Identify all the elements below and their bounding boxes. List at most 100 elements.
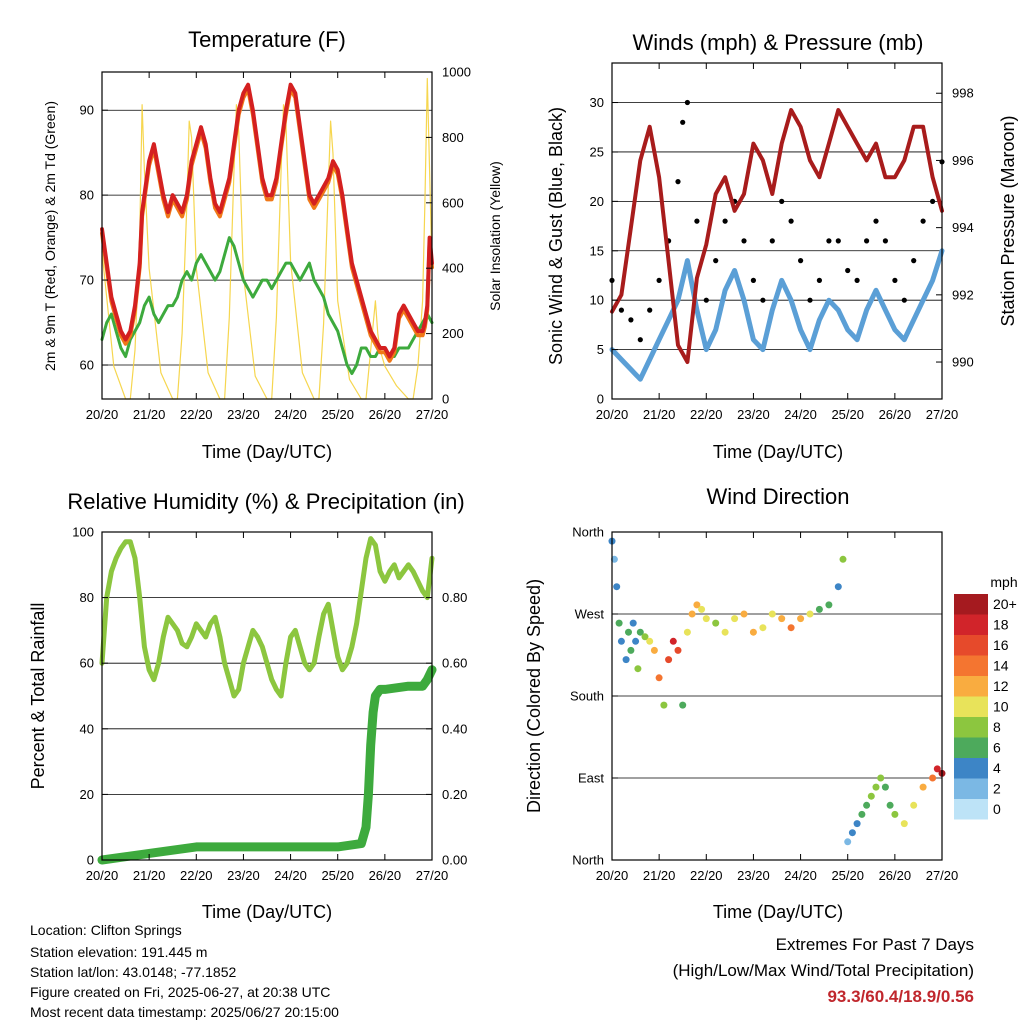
footer-location: Location: Clifton Springs	[30, 922, 182, 938]
temperature-x-tick-label: 23/20	[227, 407, 260, 422]
direction-point	[929, 774, 937, 782]
winds-y-tick-label: 25	[590, 144, 604, 159]
direction-point	[787, 624, 795, 632]
wind-direction-x-tick-label: 25/20	[831, 868, 864, 883]
extremes-block: Extremes For Past 7 Days (High/Low/Max W…	[673, 932, 974, 1010]
gust-point	[864, 238, 870, 244]
temperature-x-tick-label: 27/20	[416, 407, 449, 422]
humidity-y-tick-label: 100	[72, 525, 94, 540]
direction-point	[872, 783, 880, 791]
direction-point	[844, 838, 852, 846]
direction-point	[632, 637, 640, 645]
temperature-y-tick-label: 60	[80, 358, 94, 373]
direction-point	[900, 820, 908, 828]
gust-point	[835, 238, 841, 244]
wind-direction-x-tick-label: 22/20	[690, 868, 723, 883]
winds-grid	[612, 102, 942, 350]
direction-point	[848, 829, 856, 837]
gust-point	[882, 238, 889, 244]
direction-point	[731, 615, 739, 623]
direction-point	[660, 701, 668, 709]
humidity-series	[97, 536, 437, 865]
winds-y-tick-label: 20	[590, 194, 604, 209]
winds-panel: Winds (mph) & Pressure (mb) 0 5 10 15 20 25 30…	[546, 30, 1018, 462]
temperature-y-tick-label: 90	[80, 103, 94, 118]
direction-point	[834, 583, 842, 591]
temperature-y2-tick-label: 1000	[442, 65, 471, 80]
direction-point	[933, 765, 941, 773]
direction-point	[768, 610, 776, 618]
gust-point	[779, 198, 785, 204]
winds-x-tick-label: 22/20	[690, 407, 723, 422]
gust-point	[618, 307, 625, 313]
extremes-title: Extremes For Past 7 Days	[775, 935, 974, 954]
direction-point	[674, 646, 682, 654]
humidity-x-tick-label: 21/20	[133, 868, 166, 883]
direction-point	[634, 665, 642, 673]
direction-point	[646, 637, 654, 645]
direction-point	[610, 555, 618, 563]
direction-point	[919, 783, 927, 791]
winds-x-tick-label: 24/20	[784, 407, 817, 422]
gust-point	[892, 277, 898, 283]
temperature-x-tick-label: 26/20	[369, 407, 402, 422]
winds-y-ticks: 0 5 10 15 20 25 30	[590, 95, 618, 407]
direction-point	[665, 656, 673, 664]
temperature-x-tick-label: 25/20	[321, 407, 354, 422]
relative-humidity-line	[99, 536, 435, 699]
direction-point	[759, 624, 767, 632]
direction-point	[625, 628, 632, 636]
colorbar-swatch	[954, 614, 988, 635]
colorbar-swatch	[954, 696, 988, 717]
colorbar-swatch	[954, 758, 988, 779]
colorbar-swatch	[954, 655, 988, 676]
humidity-y2-ticks: 0.00 0.20 0.40 0.60 0.80	[426, 590, 467, 868]
gust-point	[816, 277, 823, 283]
humidity-x-ticks: 20/20 21/20 22/20 23/20 24/20 25/20 26/20 27/20	[86, 532, 448, 883]
gust-point	[675, 179, 681, 185]
colorbar-swatch	[954, 676, 988, 697]
winds-y-tick-label: 0	[597, 392, 604, 407]
winds-y-tick-label: 15	[590, 243, 604, 258]
total-rainfall-line	[97, 665, 437, 865]
direction-point	[881, 783, 889, 791]
temperature-x-tick-label: 24/20	[274, 407, 307, 422]
wind-direction-x-ticks: 20/20 21/20 22/20 23/20 24/20 25/20 26/20 27/20	[596, 532, 958, 883]
colorbar-label: 8	[993, 719, 1001, 735]
colorbar-label: 6	[993, 740, 1001, 756]
winds-ylabel: Sonic Wind & Gust (Blue, Black)	[546, 107, 566, 365]
colorbar-label: 18	[993, 617, 1009, 633]
humidity-x-tick-label: 22/20	[180, 868, 213, 883]
temperature-title: Temperature (F)	[188, 27, 346, 52]
winds-series	[609, 99, 945, 382]
winds-y2label: Station Pressure (Maroon)	[998, 115, 1018, 326]
colorbar-label: 12	[993, 678, 1009, 694]
humidity-y-tick-label: 80	[80, 590, 94, 605]
direction-point	[778, 615, 786, 623]
colorbar-swatch	[954, 778, 988, 799]
direction-point	[650, 646, 658, 654]
direction-point	[749, 628, 757, 636]
humidity-y2-tick-label: 0.60	[442, 656, 467, 671]
gust-point	[807, 297, 813, 303]
temperature-y2label: Solar Insolation (Yellow)	[487, 161, 503, 311]
temperature-x-tick-label: 21/20	[133, 407, 166, 422]
pressure-line	[610, 108, 944, 364]
direction-point	[877, 774, 885, 782]
temperature-x-ticks: 20/20 21/20 22/20 23/20 24/20 25/20 26/20 27/20	[86, 72, 449, 422]
temperature-y2-tick-label: 200	[442, 326, 464, 341]
direction-point	[806, 610, 814, 618]
winds-y-tick-label: 10	[590, 293, 604, 308]
direction-point	[636, 628, 644, 636]
gust-point	[901, 297, 907, 303]
wind-direction-y-tick-label: North	[572, 853, 604, 868]
gust-point	[788, 218, 794, 224]
wind-direction-x-tick-label: 23/20	[737, 868, 770, 883]
winds-y-tick-label: 5	[597, 342, 604, 357]
direction-point	[867, 792, 875, 800]
gust-point	[826, 238, 832, 244]
direction-point	[698, 605, 706, 613]
humidity-y-tick-label: 0	[87, 853, 94, 868]
direction-point	[712, 619, 720, 627]
winds-x-tick-label: 23/20	[737, 407, 770, 422]
